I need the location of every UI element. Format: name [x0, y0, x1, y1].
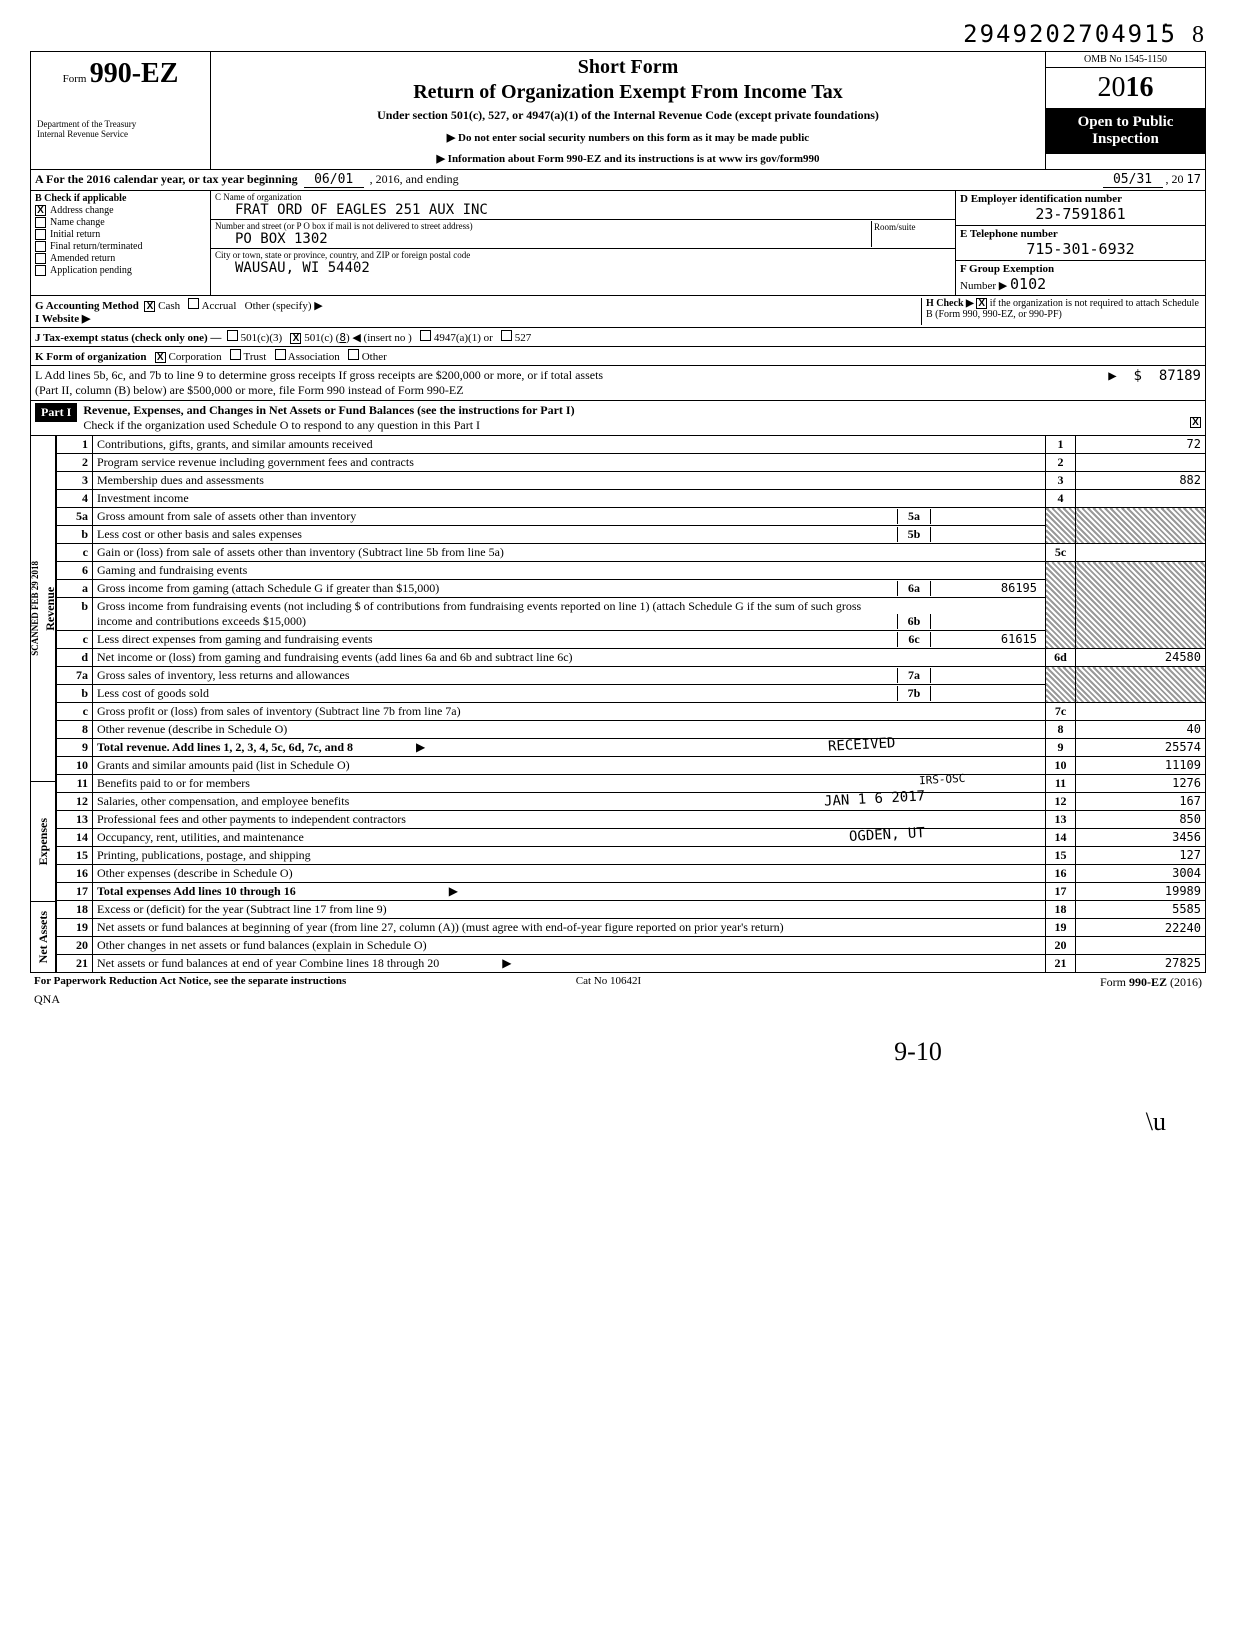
- row-15: 15Printing, publications, postage, and s…: [57, 847, 1206, 865]
- row-2: 2Program service revenue including gover…: [57, 454, 1206, 472]
- tax-year: 2016: [1046, 68, 1205, 108]
- part1-table-wrap: SCANNED FEB 29 2018Revenue Expenses Net …: [30, 436, 1206, 973]
- c-city-label: City or town, state or province, country…: [215, 250, 951, 260]
- e-phone-label: E Telephone number: [960, 228, 1201, 240]
- stamp-received: RECEIVED: [827, 735, 895, 755]
- line-j: J Tax-exempt status (check only one) — 5…: [30, 328, 1206, 347]
- main-title: Return of Organization Exempt From Incom…: [217, 81, 1039, 104]
- c-street-label: Number and street (or P O box if mail is…: [215, 221, 871, 231]
- cb-527[interactable]: [501, 330, 512, 341]
- b-header: B Check if applicable: [35, 193, 206, 204]
- row-17: 17Total expenses Add lines 10 through 16…: [57, 883, 1206, 901]
- phone: 715-301-6932: [960, 240, 1201, 258]
- row-11: 11Benefits paid to or for membersIRS-OSC…: [57, 775, 1206, 793]
- row-21: 21Net assets or fund balances at end of …: [57, 955, 1206, 973]
- form-number: 990-EZ: [90, 58, 179, 89]
- short-form-label: Short Form: [217, 56, 1039, 79]
- i-website: I Website ▶: [35, 313, 90, 325]
- cb-schedule-b[interactable]: X: [976, 298, 987, 309]
- row-20: 20Other changes in net assets or fund ba…: [57, 937, 1206, 955]
- stamp-irs: IRS-OSC: [918, 772, 965, 787]
- gross-receipts: 87189: [1159, 368, 1201, 384]
- row-18: 18Excess or (deficit) for the year (Subt…: [57, 901, 1206, 919]
- cb-cash[interactable]: X: [144, 301, 155, 312]
- header-block-bcdef: B Check if applicable XAddress change Na…: [30, 191, 1206, 296]
- cb-final-return[interactable]: [35, 241, 46, 252]
- handwritten-initials: \u: [30, 1107, 1206, 1137]
- cb-amended[interactable]: [35, 253, 46, 264]
- row-6c: cLess direct expenses from gaming and fu…: [57, 631, 1206, 649]
- form-prefix: Form: [63, 73, 87, 85]
- fy-begin: 06/01: [304, 172, 364, 188]
- cb-501c3[interactable]: [227, 330, 238, 341]
- dept-irs: Internal Revenue Service: [37, 130, 204, 140]
- handwritten-9-10: 9-10: [630, 1037, 1206, 1067]
- cb-other-org[interactable]: [348, 349, 359, 360]
- group-exemption: 0102: [1010, 275, 1046, 293]
- part1-header: Part I Revenue, Expenses, and Changes in…: [30, 401, 1206, 436]
- cb-501c[interactable]: X: [290, 333, 301, 344]
- row-6d: dNet income or (loss) from gaming and fu…: [57, 649, 1206, 667]
- row-13: 13Professional fees and other payments t…: [57, 811, 1206, 829]
- org-street: PO BOX 1302: [215, 231, 871, 247]
- d-ein-label: D Employer identification number: [960, 193, 1201, 205]
- row-1: 1Contributions, gifts, grants, and simil…: [57, 436, 1206, 454]
- form-header: Form 990-EZ Department of the Treasury I…: [30, 51, 1206, 170]
- stamp-date: JAN 1 6 2017: [823, 788, 925, 809]
- stamp-ogden: OGDEN, UT: [849, 825, 926, 845]
- row-9: 9Total revenue. Add lines 1, 2, 3, 4, 5c…: [57, 739, 1206, 757]
- cb-assoc[interactable]: [275, 349, 286, 360]
- row-10: 10Grants and similar amounts paid (list …: [57, 757, 1206, 775]
- row-3: 3Membership dues and assessments3882: [57, 472, 1206, 490]
- omb-number: OMB No 1545-1150: [1046, 52, 1205, 68]
- row-12: 12Salaries, other compensation, and empl…: [57, 793, 1206, 811]
- cb-accrual[interactable]: [188, 298, 199, 309]
- row-5a: 5aGross amount from sale of assets other…: [57, 508, 1206, 526]
- line-l: L Add lines 5b, 6c, and 7b to line 9 to …: [30, 366, 1206, 401]
- side-revenue-label: SCANNED FEB 29 2018Revenue: [28, 561, 58, 656]
- row-5b: bLess cost or other basis and sales expe…: [57, 526, 1206, 544]
- side-netassets-label: Net Assets: [36, 911, 51, 963]
- row-14: 14Occupancy, rent, utilities, and mainte…: [57, 829, 1206, 847]
- row-5c: cGain or (loss) from sale of assets othe…: [57, 544, 1206, 562]
- cb-corp[interactable]: X: [155, 352, 166, 363]
- cb-app-pending[interactable]: [35, 265, 46, 276]
- row-19: 19Net assets or fund balances at beginni…: [57, 919, 1206, 937]
- side-expenses-label: Expenses: [36, 818, 51, 865]
- part1-table: 1Contributions, gifts, grants, and simil…: [56, 436, 1206, 973]
- room-suite-label: Room/suite: [871, 221, 951, 247]
- cb-address-change[interactable]: X: [35, 205, 46, 216]
- privacy-notice: ▶ Do not enter social security numbers o…: [217, 131, 1039, 144]
- cb-name-change[interactable]: [35, 217, 46, 228]
- row-6: 6Gaming and fundraising events: [57, 562, 1206, 580]
- row-16: 16Other expenses (describe in Schedule O…: [57, 865, 1206, 883]
- org-city: WAUSAU, WI 54402: [215, 260, 951, 276]
- row-6b: bGross income from fundraising events (n…: [57, 598, 1206, 631]
- open-public-badge: Open to PublicInspection: [1046, 108, 1205, 154]
- f-label: F Group Exemption: [960, 263, 1054, 275]
- org-name: FRAT ORD OF EAGLES 251 AUX INC: [215, 202, 951, 218]
- cb-initial-return[interactable]: [35, 229, 46, 240]
- sub-title: Under section 501(c), 527, or 4947(a)(1)…: [217, 108, 1039, 123]
- cb-schedule-o-part1[interactable]: X: [1190, 417, 1201, 428]
- row-4: 4Investment income4: [57, 490, 1206, 508]
- cb-4947[interactable]: [420, 330, 431, 341]
- cb-trust[interactable]: [230, 349, 241, 360]
- qna: QNA: [30, 992, 1206, 1007]
- c-name-label: C Name of organization: [215, 192, 951, 202]
- fy-end: 05/31: [1103, 172, 1163, 188]
- ein: 23-7591861: [960, 205, 1201, 223]
- line-k: K Form of organization X Corporation Tru…: [30, 347, 1206, 366]
- info-notice: ▶ Information about Form 990-EZ and its …: [217, 152, 1039, 165]
- row-8: 8Other revenue (describe in Schedule O)8…: [57, 721, 1206, 739]
- row-7a: 7aGross sales of inventory, less returns…: [57, 667, 1206, 685]
- page-stamp: 294920270491̇58: [30, 20, 1206, 49]
- row-7c: cGross profit or (loss) from sales of in…: [57, 703, 1206, 721]
- line-a: A For the 2016 calendar year, or tax yea…: [30, 170, 1206, 191]
- line-g-h: G Accounting Method X Cash Accrual Other…: [30, 296, 1206, 328]
- row-6a: aGross income from gaming (attach Schedu…: [57, 580, 1206, 598]
- row-7b: bLess cost of goods sold7b: [57, 685, 1206, 703]
- footer: For Paperwork Reduction Act Notice, see …: [30, 973, 1206, 992]
